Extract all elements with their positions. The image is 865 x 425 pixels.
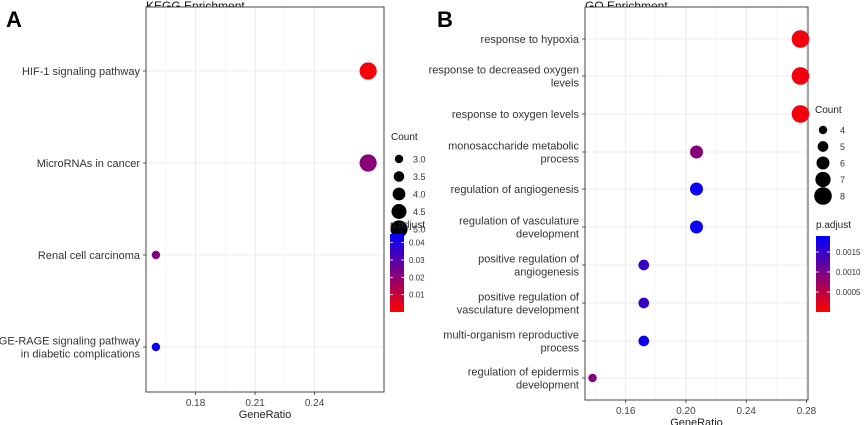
- x-tick-label: 0.28: [797, 406, 817, 417]
- count-legend-label: 4.5: [413, 207, 426, 217]
- x-axis-title: GeneRatio: [239, 409, 292, 421]
- y-tick-label-regulation-of-angiogenesis: regulation of angiogenesis: [451, 184, 580, 196]
- count-legend-label: 3.5: [413, 172, 426, 182]
- padjust-colorbar: [816, 236, 830, 312]
- y-tick-label-age-rage-signaling-pathway-in-diabetic-complications: AGE-RAGE signaling pathway in diabetic co…: [0, 336, 140, 361]
- count-legend-dot: [816, 156, 830, 170]
- x-tick-label: 0.24: [736, 406, 756, 417]
- count-legend-label: 5: [840, 142, 845, 152]
- data-point-renal-cell-carcinoma: [151, 250, 161, 260]
- panel-letter: A: [6, 7, 22, 32]
- y-tick-label-response-to-hypoxia: response to hypoxia: [481, 34, 580, 46]
- y-tick-label-regulation-of-vasculature-development: regulation of vasculature development: [459, 216, 579, 241]
- count-legend-dot: [391, 204, 407, 219]
- y-tick-label-response-to-oxygen-levels: response to oxygen levels: [452, 109, 580, 121]
- data-point-regulation-of-angiogenesis: [690, 182, 703, 196]
- count-legend-dot: [815, 171, 831, 188]
- data-point-positive-regulation-of-vasculature-development: [638, 297, 650, 309]
- y-tick-label-response-to-decreased-oxygen-levels: response to decreased oxygen levels: [429, 65, 580, 90]
- y-tick-label-micrornas-in-cancer: MicroRNAs in cancer: [37, 158, 141, 170]
- x-tick-label: 0.18: [186, 398, 206, 409]
- padjust-colorbar: [390, 234, 404, 312]
- y-tick-label-positive-regulation-of-vasculature-development: positive regulation of vasculature develo…: [457, 292, 580, 317]
- count-legend-title: Count: [391, 132, 418, 143]
- count-legend-dot: [817, 141, 829, 152]
- count-legend-dot: [392, 187, 406, 201]
- colorbar-tick-label: 0.0010: [836, 268, 861, 277]
- data-point-response-to-hypoxia: [791, 30, 810, 48]
- colorbar-tick-label: 0.0015: [836, 248, 861, 257]
- colorbar-tick-label: 0.0005: [836, 288, 861, 297]
- plot-border: [584, 6, 809, 401]
- count-legend-dot: [818, 125, 828, 135]
- data-point-response-to-oxygen-levels: [791, 105, 810, 123]
- y-tick-label-regulation-of-epidermis-development: regulation of epidermis development: [468, 367, 580, 392]
- count-legend-dot: [393, 171, 405, 182]
- colorbar-tick-label: 0.03: [409, 256, 425, 265]
- x-axis-title: GeneRatio: [670, 417, 723, 425]
- padjust-legend-title: p.adjust: [390, 220, 425, 231]
- colorbar-tick-label: 0.04: [409, 239, 425, 248]
- data-point-micrornas-in-cancer: [359, 154, 377, 172]
- padjust-legend-title: p.adjust: [816, 220, 851, 231]
- panel-letter: B: [437, 7, 453, 32]
- count-legend-dot: [390, 220, 408, 238]
- count-legend-label: 7: [840, 175, 845, 185]
- y-tick-label-monosaccharide-metabolic-process: monosaccharide metabolic process: [448, 141, 579, 166]
- y-tick-label-positive-regulation-of-angiogenesis: positive regulation of angiogenesis: [478, 254, 580, 279]
- data-point-monosaccharide-metabolic-process: [690, 145, 703, 159]
- x-tick-label: 0.24: [305, 398, 325, 409]
- data-point-multi-organism-reproductive-process: [638, 335, 650, 347]
- plot-area: [585, 7, 808, 400]
- count-legend-dot: [814, 187, 832, 205]
- x-tick-label: 0.16: [616, 406, 636, 417]
- count-legend-label: 5.0: [413, 225, 426, 235]
- count-legend-label: 6: [840, 159, 845, 169]
- x-tick-label: 0.20: [676, 406, 696, 417]
- count-legend-label: 4.0: [413, 190, 426, 200]
- plot-area: [146, 7, 384, 392]
- data-point-hif-1-signaling-pathway: [359, 62, 377, 80]
- y-tick-label-renal-cell-carcinoma: Renal cell carcinoma: [38, 250, 141, 262]
- y-tick-label-hif-1-signaling-pathway: HIF-1 signaling pathway: [22, 66, 141, 78]
- count-legend-label: 3.0: [413, 155, 426, 165]
- count-legend-label: 4: [840, 126, 845, 136]
- count-legend-label: 8: [840, 192, 845, 202]
- plot-border: [145, 6, 385, 393]
- colorbar-tick-label: 0.02: [409, 273, 425, 282]
- data-point-age-rage-signaling-pathway-in-diabetic-complications: [151, 342, 161, 352]
- y-tick-label-multi-organism-reproductive-process: multi-organism reproductive process: [443, 330, 579, 355]
- count-legend-title: Count: [815, 105, 842, 116]
- data-point-response-to-decreased-oxygen-levels: [791, 67, 810, 85]
- x-tick-label: 0.21: [245, 398, 265, 409]
- data-point-positive-regulation-of-angiogenesis: [638, 259, 650, 271]
- data-point-regulation-of-epidermis-development: [588, 373, 597, 383]
- data-point-regulation-of-vasculature-development: [690, 220, 703, 234]
- colorbar-tick-label: 0.01: [409, 291, 425, 300]
- count-legend-dot: [394, 154, 404, 164]
